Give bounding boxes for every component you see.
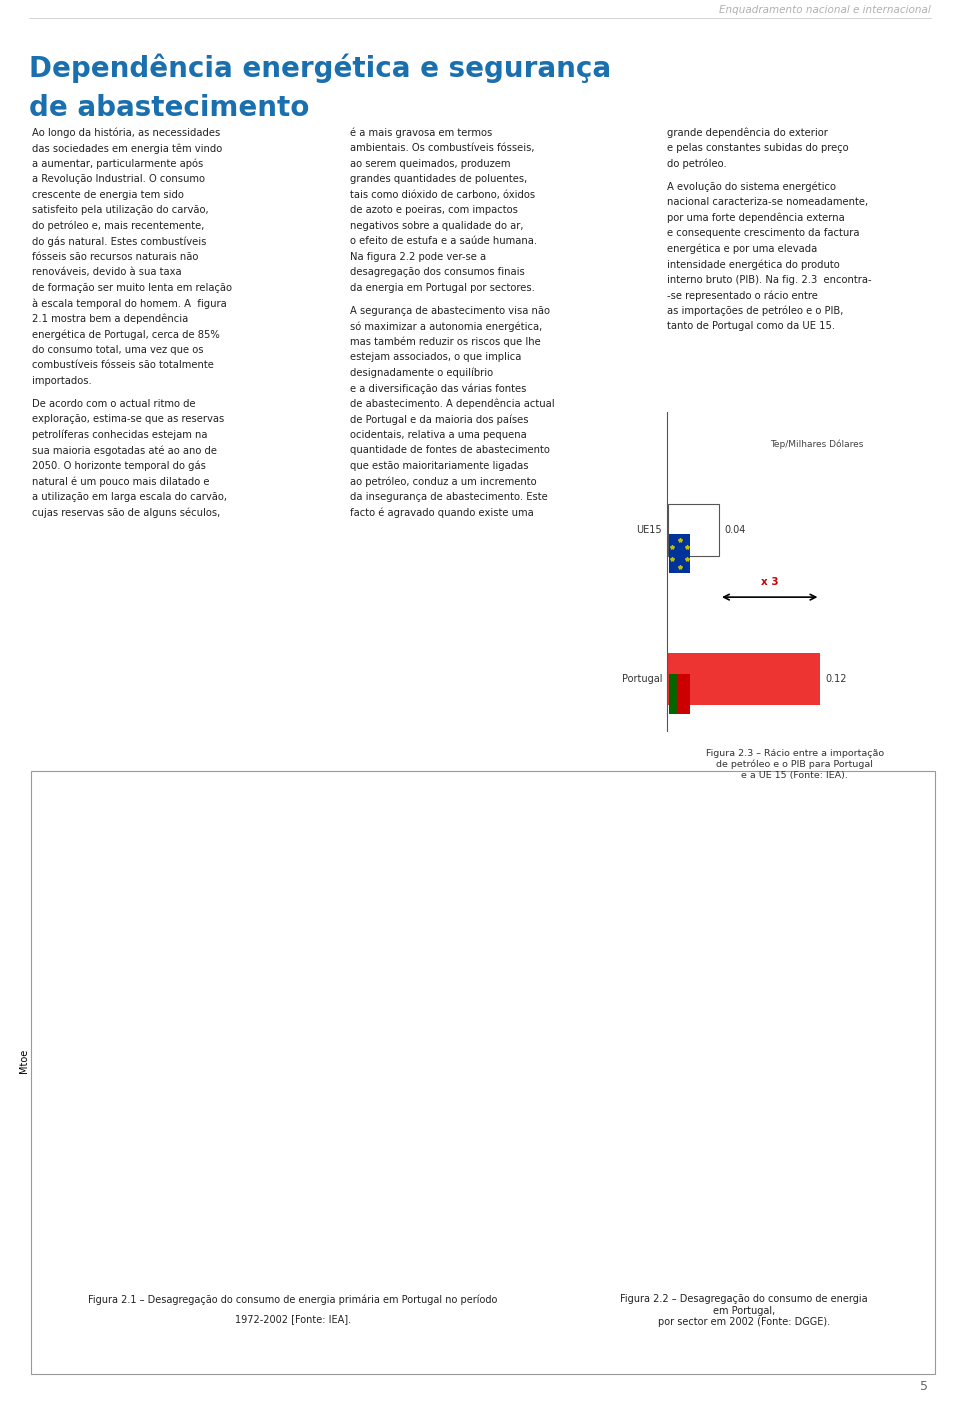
Text: importados.: importados. xyxy=(32,376,91,386)
Text: Serviços 11%: Serviços 11% xyxy=(852,1044,913,1053)
Text: de formação ser muito lenta em relação: de formação ser muito lenta em relação xyxy=(32,282,231,292)
Text: x 3: x 3 xyxy=(761,576,779,586)
Text: por uma forte dependência externa: por uma forte dependência externa xyxy=(667,213,845,223)
Bar xyxy=(669,674,677,714)
Text: renováveis, devido à sua taxa: renováveis, devido à sua taxa xyxy=(32,267,181,277)
Text: natural é um pouco mais dilatado e: natural é um pouco mais dilatado e xyxy=(32,477,209,487)
Text: grande dependência do exterior: grande dependência do exterior xyxy=(667,128,828,138)
Text: designadamente o equilíbrio: designadamente o equilíbrio xyxy=(350,368,493,379)
Wedge shape xyxy=(699,1005,844,1156)
Text: de abastecimento: de abastecimento xyxy=(29,94,309,122)
Text: Figura 2.1 – Desagregação do consumo de energia primária em Portugal no período: Figura 2.1 – Desagregação do consumo de … xyxy=(88,1294,497,1304)
Text: tais como dióxido de carbono, óxidos: tais como dióxido de carbono, óxidos xyxy=(350,190,536,200)
Text: -se representado o rácio entre: -se representado o rácio entre xyxy=(667,291,818,301)
Text: 0.04: 0.04 xyxy=(724,525,746,535)
Text: nacional caracteriza-se nomeadamente,: nacional caracteriza-se nomeadamente, xyxy=(667,197,869,207)
Text: 2.1 mostra bem a dependência: 2.1 mostra bem a dependência xyxy=(32,314,188,324)
Text: a utilização em larga escala do carvão,: a utilização em larga escala do carvão, xyxy=(32,492,227,502)
Text: grandes quantidades de poluentes,: grandes quantidades de poluentes, xyxy=(350,175,528,184)
Text: o efeito de estufa e a saúde humana.: o efeito de estufa e a saúde humana. xyxy=(350,236,538,247)
Text: cujas reservas são de alguns séculos,: cujas reservas são de alguns séculos, xyxy=(32,508,220,518)
Text: interno bruto (PIB). Na fig. 2.3  encontra-: interno bruto (PIB). Na fig. 2.3 encontr… xyxy=(667,275,872,285)
Text: satisfeito pela utilização do carvão,: satisfeito pela utilização do carvão, xyxy=(32,206,208,216)
Text: ao serem queimados, produzem: ao serem queimados, produzem xyxy=(350,159,511,169)
Text: sua maioria esgotadas até ao ano de: sua maioria esgotadas até ao ano de xyxy=(32,446,217,455)
Text: de azoto e poeiras, com impactos: de azoto e poeiras, com impactos xyxy=(350,206,518,216)
Text: fósseis são recursos naturais não: fósseis são recursos naturais não xyxy=(32,251,198,261)
Text: de abastecimento. A dependência actual: de abastecimento. A dependência actual xyxy=(350,399,555,410)
Text: 5: 5 xyxy=(921,1381,928,1393)
Text: a Revolução Industrial. O consumo: a Revolução Industrial. O consumo xyxy=(32,175,204,184)
Bar xyxy=(677,674,690,714)
Text: estejam associados, o que implica: estejam associados, o que implica xyxy=(350,352,522,362)
Text: petrolíferas conhecidas estejam na: petrolíferas conhecidas estejam na xyxy=(32,430,207,440)
Text: combustíveis fósseis são totalmente: combustíveis fósseis são totalmente xyxy=(32,360,213,370)
Text: ocidentais, relativa a uma pequena: ocidentais, relativa a uma pequena xyxy=(350,430,527,440)
Text: quantidade de fontes de abastecimento: quantidade de fontes de abastecimento xyxy=(350,446,550,455)
Text: Agricultura 3%: Agricultura 3% xyxy=(724,934,791,944)
Text: 1972-2002 [Fonte: IEA].: 1972-2002 [Fonte: IEA]. xyxy=(235,1314,350,1324)
Text: Portugal: Portugal xyxy=(622,674,662,684)
Bar xyxy=(668,653,821,705)
Text: de Portugal e da maioria dos países: de Portugal e da maioria dos países xyxy=(350,414,529,424)
Text: tanto de Portugal como da UE 15.: tanto de Portugal como da UE 15. xyxy=(667,322,835,332)
Text: intensidade energética do produto: intensidade energética do produto xyxy=(667,260,840,270)
Text: do petróleo e, mais recentemente,: do petróleo e, mais recentemente, xyxy=(32,221,204,231)
Text: Tep/Milhares Dólares: Tep/Milhares Dólares xyxy=(770,438,863,448)
Bar xyxy=(668,504,719,556)
Text: ao petróleo, conduz a um incremento: ao petróleo, conduz a um incremento xyxy=(350,477,537,487)
Legend: Carvão, Petróleo, Gás Natural, Hidroelectricidade, Biomassa: Carvão, Petróleo, Gás Natural, Hidroelec… xyxy=(57,1340,375,1355)
Text: Edifícios 16%: Edifícios 16% xyxy=(846,972,907,981)
Text: Figura 2.3 – Rácio entre a importação
de petróleo e o PIB para Portugal
e a UE 1: Figura 2.3 – Rácio entre a importação de… xyxy=(706,749,884,779)
Text: ambientais. Os combustíveis fósseis,: ambientais. Os combustíveis fósseis, xyxy=(350,143,535,153)
Text: da energia em Portugal por sectores.: da energia em Portugal por sectores. xyxy=(350,282,536,292)
Text: só maximizar a autonomia energética,: só maximizar a autonomia energética, xyxy=(350,322,542,332)
Text: e pelas constantes subidas do preço: e pelas constantes subidas do preço xyxy=(667,143,849,153)
Text: que estão maioritariamente ligadas: que estão maioritariamente ligadas xyxy=(350,461,529,471)
Text: do petróleo.: do petróleo. xyxy=(667,159,727,169)
Text: 0.12: 0.12 xyxy=(826,674,847,684)
Text: desagregação dos consumos finais: desagregação dos consumos finais xyxy=(350,267,525,277)
Text: energética de Portugal, cerca de 85%: energética de Portugal, cerca de 85% xyxy=(32,329,220,339)
Text: A segurança de abastecimento visa não: A segurança de abastecimento visa não xyxy=(350,307,550,316)
Text: as importações de petróleo e o PIB,: as importações de petróleo e o PIB, xyxy=(667,307,844,316)
Text: das sociedades em energia têm vindo: das sociedades em energia têm vindo xyxy=(32,143,222,153)
Text: e a diversificação das várias fontes: e a diversificação das várias fontes xyxy=(350,383,527,394)
Text: da insegurança de abastecimento. Este: da insegurança de abastecimento. Este xyxy=(350,492,548,502)
Text: Figura 2.2 – Desagregação do consumo de energia
em Portugal,
por sector em 2002 : Figura 2.2 – Desagregação do consumo de … xyxy=(620,1294,868,1327)
Text: Indústria 34%: Indústria 34% xyxy=(540,1005,602,1015)
Wedge shape xyxy=(732,942,836,1040)
Text: crescente de energia tem sido: crescente de energia tem sido xyxy=(32,190,183,200)
Text: Ao longo da história, as necessidades: Ao longo da história, as necessidades xyxy=(32,128,220,138)
Text: exploração, estima-se que as reservas: exploração, estima-se que as reservas xyxy=(32,414,224,424)
Text: mas também reduzir os riscos que lhe: mas também reduzir os riscos que lhe xyxy=(350,336,541,348)
Text: 2050. O horizonte temporal do gás: 2050. O horizonte temporal do gás xyxy=(32,461,205,471)
Text: à escala temporal do homem. A  figura: à escala temporal do homem. A figura xyxy=(32,298,227,309)
Text: energética e por uma elevada: energética e por uma elevada xyxy=(667,244,818,254)
Wedge shape xyxy=(676,928,782,1039)
Text: Dependência energética e segurança: Dependência energética e segurança xyxy=(29,54,611,84)
Text: facto é agravado quando existe uma: facto é agravado quando existe uma xyxy=(350,508,534,518)
Text: De acordo com o actual ritmo de: De acordo com o actual ritmo de xyxy=(32,399,195,409)
Text: é a mais gravosa em termos: é a mais gravosa em termos xyxy=(350,128,492,138)
Text: Transportes 36%: Transportes 36% xyxy=(708,1159,784,1168)
Wedge shape xyxy=(656,942,727,1039)
Text: UE15: UE15 xyxy=(636,525,662,535)
Text: A evolução do sistema energético: A evolução do sistema energético xyxy=(667,182,836,193)
Text: do gás natural. Estes combustíveis: do gás natural. Estes combustíveis xyxy=(32,236,206,247)
Text: a aumentar, particularmente após: a aumentar, particularmente após xyxy=(32,159,203,169)
Text: Enquadramento nacional e internacional: Enquadramento nacional e internacional xyxy=(719,4,931,16)
Text: Na figura 2.2 pode ver-se a: Na figura 2.2 pode ver-se a xyxy=(350,251,487,261)
Text: e consequente crescimento da factura: e consequente crescimento da factura xyxy=(667,228,860,238)
Wedge shape xyxy=(614,959,725,1149)
Text: do consumo total, uma vez que os: do consumo total, uma vez que os xyxy=(32,345,204,355)
Y-axis label: Mtoe: Mtoe xyxy=(19,1049,30,1073)
Text: negativos sobre a qualidade do ar,: negativos sobre a qualidade do ar, xyxy=(350,221,524,231)
